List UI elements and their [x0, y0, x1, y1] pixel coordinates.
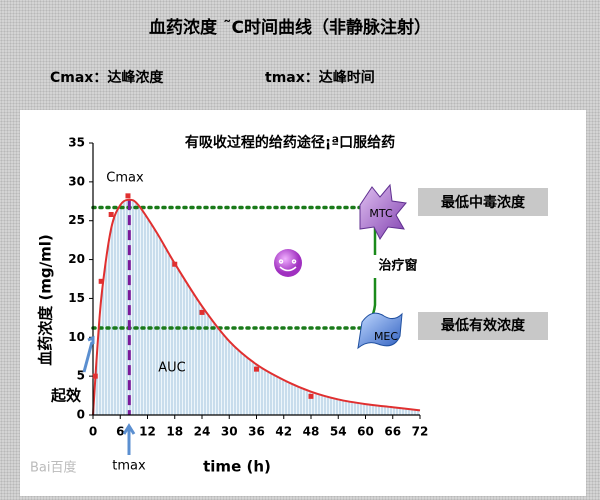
plot: 0 6 12 18 24 30 36 42 48 54 60 66 72 0 5 10 15 20 25 30 35: [68, 136, 428, 439]
data-point: [308, 393, 314, 399]
x-tick-label: 66: [384, 425, 401, 439]
data-point: [125, 193, 131, 199]
definition: Cmax：达峰浓度: [50, 69, 164, 86]
x-tick-label: 0: [89, 425, 97, 439]
y-axis-label: 血药浓度 (mg/ml): [37, 234, 55, 366]
label-box: [418, 188, 548, 216]
onset-arrow: [82, 335, 95, 373]
smiley-icon: [274, 249, 302, 277]
chart-title: 有吸收过程的给药途径¡ª口服给药: [185, 134, 395, 151]
slide-title: 血药浓度 ˜C时间曲线（非静脉注射）: [149, 17, 431, 38]
level-note: 最低中毒浓度: [441, 194, 526, 211]
x-tick-label: 42: [275, 425, 292, 439]
data-point: [172, 261, 178, 267]
level-label: MTC: [369, 207, 393, 220]
x-tick-label: 24: [194, 425, 211, 439]
auc-area: [93, 199, 420, 415]
x-tick-label: 72: [412, 425, 429, 439]
x-tick-label: 12: [139, 425, 156, 439]
level-label: MEC: [374, 330, 398, 343]
y-tick-label: 25: [68, 213, 85, 227]
data-point: [92, 373, 98, 379]
label-box: [418, 312, 548, 340]
definition: tmax：达峰时间: [265, 69, 375, 86]
watermark: Bai百度: [30, 460, 77, 476]
peak-label: Cmax: [106, 171, 144, 186]
area-label: AUC: [158, 361, 186, 376]
tmax-arrow: [122, 423, 136, 455]
y-tick-label: 15: [68, 291, 85, 305]
y-tick-label: 20: [68, 252, 85, 266]
window-label: 治疗窗: [378, 258, 417, 274]
level-note: 最低有效浓度: [441, 317, 526, 334]
x-axis-label: time (h): [203, 458, 271, 476]
y-tick-label: 35: [68, 136, 85, 150]
data-point: [98, 278, 104, 284]
x-tick-label: 54: [330, 425, 347, 439]
smiley-face: [278, 259, 297, 272]
mec-shape: [357, 312, 403, 350]
x-tick-label: 60: [357, 425, 374, 439]
y-tick-label: 5: [77, 369, 85, 383]
mtc-shape: [359, 183, 407, 240]
tmax-label: tmax: [112, 459, 146, 474]
y-tick-label: 10: [68, 330, 85, 344]
x-tick-label: 18: [166, 425, 183, 439]
fit-curve: [92, 198, 421, 416]
y-tick-label: 0: [77, 408, 85, 422]
x-tick-label: 6: [116, 425, 124, 439]
x-tick-label: 30: [221, 425, 238, 439]
onset-label: 起效: [50, 387, 82, 405]
data-point: [254, 366, 259, 372]
x-tick-label: 36: [248, 425, 265, 439]
x-tick-label: 48: [303, 425, 320, 439]
y-tick-label: 30: [68, 174, 85, 188]
data-point: [108, 211, 114, 217]
data-point: [199, 309, 205, 315]
